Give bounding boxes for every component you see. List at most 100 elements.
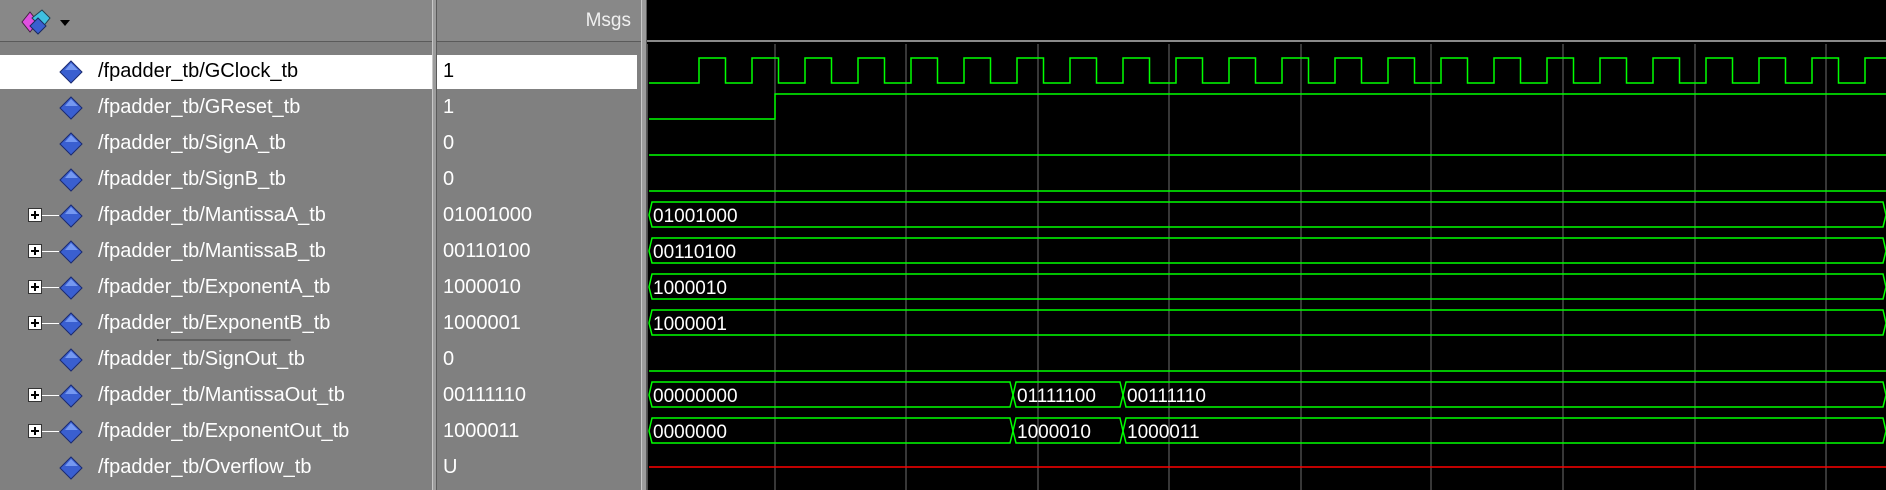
signal-value: 0 (443, 348, 455, 370)
signal-value: 1 (443, 96, 455, 118)
signal-value: 1000001 (443, 312, 521, 334)
selection-highlight (437, 55, 637, 89)
bit-waveform (649, 93, 1886, 120)
signal-row[interactable]: /fpadder_tb/MantissaOut_tb (0, 378, 432, 414)
signal-name: /fpadder_tb/GClock_tb (98, 60, 299, 82)
bus-value-label: 00110100 (653, 242, 736, 263)
signal-diamond-icon (59, 204, 83, 228)
expand-icon[interactable] (28, 208, 42, 222)
signal-diamond-icon (59, 276, 83, 300)
waveform-pane[interactable]: 01001000 00110100 1000010 1000001 00000000 01… (647, 0, 1886, 490)
tree-connector (42, 395, 59, 396)
signal-value: 1 (443, 60, 455, 82)
signal-value-row[interactable]: 1000001 (437, 306, 641, 342)
signal-diamond-icon (59, 348, 83, 372)
bus-segment (1122, 381, 1886, 408)
expand-icon[interactable] (28, 316, 42, 330)
signal-diamond-icon (59, 312, 83, 336)
signal-row[interactable]: /fpadder_tb/SignA_tb (0, 126, 432, 162)
signal-name: /fpadder_tb/SignOut_tb (98, 348, 305, 370)
bus-segment (648, 201, 1886, 228)
signal-row[interactable]: /fpadder_tb/ExponentA_tb (0, 270, 432, 306)
bus-value-label: 1000010 (1017, 422, 1091, 443)
signal-value: 00111110 (443, 384, 527, 406)
signal-value: 01001000 (443, 204, 532, 226)
expand-icon[interactable] (28, 388, 42, 402)
signal-value: U (443, 456, 458, 478)
signal-value: 1000010 (443, 276, 521, 298)
signal-diamond-icon (59, 420, 83, 444)
signal-name: /fpadder_tb/ExponentOut_tb (98, 420, 350, 442)
signal-value-row[interactable]: 1 (437, 90, 641, 126)
expand-icon[interactable] (28, 244, 42, 258)
signal-name: /fpadder_tb/ExponentA_tb (98, 276, 331, 298)
signal-value: 0 (443, 132, 455, 154)
signal-row[interactable]: /fpadder_tb/ExponentOut_tb (0, 414, 432, 450)
signal-values-pane: Msgs 1 1 0 0 01001000 00110100 1000010 1000001 0… (437, 0, 641, 490)
signal-value-row[interactable]: 0 (437, 162, 641, 198)
signal-name: /fpadder_tb/SignB_tb (98, 168, 286, 190)
signal-name: /fpadder_tb/SignA_tb (98, 132, 286, 154)
signal-row[interactable]: /fpadder_tb/SignOut_tb (0, 342, 432, 378)
signal-name: /fpadder_tb/MantissaOut_tb (98, 384, 345, 406)
signal-value-row[interactable]: U (437, 450, 641, 486)
signal-value-row[interactable]: 1000010 (437, 270, 641, 306)
signal-row[interactable]: /fpadder_tb/GClock_tb (0, 54, 432, 90)
waveform-header (647, 0, 1886, 42)
bus-value-label: 00111110 (1127, 386, 1206, 407)
bus-value-label: 01001000 (653, 206, 738, 227)
bus-segment (648, 273, 1886, 300)
tree-connector (42, 215, 59, 216)
signal-names-pane: /fpadder_tb/GClock_tb/fpadder_tb/GReset_… (0, 0, 437, 490)
signal-name: /fpadder_tb/MantissaA_tb (98, 204, 326, 226)
names-header (0, 0, 432, 42)
signal-row[interactable]: /fpadder_tb/Overflow_tb (0, 450, 432, 486)
signal-row[interactable]: /fpadder_tb/ExponentB_tb (0, 306, 432, 342)
signal-diamond-icon (59, 168, 83, 192)
clock-waveform (649, 57, 1886, 84)
signal-row[interactable]: /fpadder_tb/MantissaB_tb (0, 234, 432, 270)
signal-diamond-icon (59, 456, 83, 480)
expand-icon[interactable] (28, 280, 42, 294)
names-values-splitter[interactable] (432, 0, 437, 490)
signal-row[interactable]: /fpadder_tb/GReset_tb (0, 90, 432, 126)
signal-value: 1000011 (443, 420, 520, 442)
tree-connector (42, 287, 59, 288)
signal-name: /fpadder_tb/Overflow_tb (98, 456, 312, 478)
signal-diamond-icon (59, 384, 83, 408)
signal-value-row[interactable]: 00110100 (437, 234, 641, 270)
signal-row[interactable]: /fpadder_tb/SignB_tb (0, 162, 432, 198)
bus-segment (1122, 417, 1886, 444)
bus-value-label: 0000000 (653, 422, 727, 443)
signal-value-row[interactable]: 00111110 (437, 378, 641, 414)
signal-value-row[interactable]: 01001000 (437, 198, 641, 234)
signal-row[interactable]: /fpadder_tb/MantissaA_tb (0, 198, 432, 234)
expand-icon[interactable] (28, 424, 42, 438)
insertion-marker (157, 339, 291, 341)
bus-value-label: 1000001 (653, 314, 727, 335)
signal-diamond-icon (59, 132, 83, 156)
signal-value-row[interactable]: 1000011 (437, 414, 641, 450)
values-header: Msgs (437, 0, 641, 42)
signal-value: 00110100 (443, 240, 531, 262)
tree-connector (42, 323, 59, 324)
bus-value-label: 00000000 (653, 386, 738, 407)
signal-name: /fpadder_tb/ExponentB_tb (98, 312, 331, 334)
signals-group-icon (21, 9, 70, 35)
signal-name: /fpadder_tb/GReset_tb (98, 96, 301, 118)
tree-connector (42, 251, 59, 252)
signal-name: /fpadder_tb/MantissaB_tb (98, 240, 326, 262)
signal-value: 0 (443, 168, 455, 190)
bus-value-label: 01111100 (1017, 386, 1096, 407)
bus-segment (648, 237, 1886, 264)
tree-connector (42, 431, 59, 432)
signal-value-row[interactable]: 1 (437, 54, 641, 90)
signal-diamond-icon (59, 240, 83, 264)
signal-value-row[interactable]: 0 (437, 126, 641, 162)
signal-value-row[interactable]: 0 (437, 342, 641, 378)
wave-toolbar-dropdown[interactable] (16, 6, 74, 36)
signal-diamond-icon (59, 96, 83, 120)
signal-diamond-icon (59, 60, 83, 84)
bus-segment (648, 309, 1886, 336)
